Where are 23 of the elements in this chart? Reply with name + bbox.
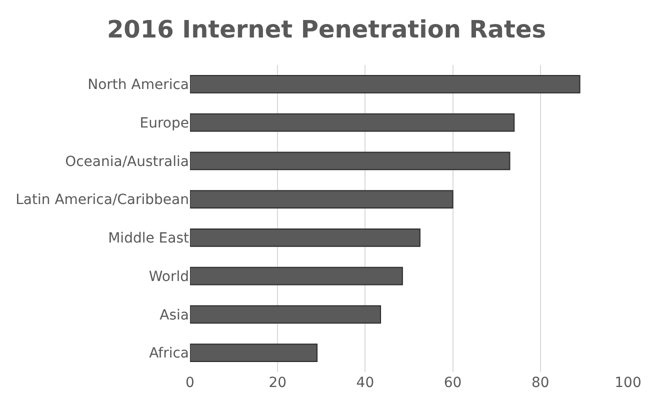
x-tick-label: 40 [356,375,374,391]
x-tick-label: 80 [531,375,550,391]
y-tick-label: Europe [140,115,189,132]
y-tick-label: Middle East [108,230,190,247]
y-tick-label: Latin America/Caribbean [16,192,189,208]
y-tick-label: World [148,268,189,285]
bar [190,190,454,208]
bar [190,305,382,324]
y-tick-label: North America [88,77,189,94]
x-tick-label: 20 [268,375,287,391]
bar [190,228,420,247]
y-tick-label: Oceania/Australia [65,154,189,170]
bar [190,75,580,94]
y-tick-label: Asia [160,307,189,324]
x-tick-label: 100 [614,375,642,391]
y-tick-label: Africa [149,346,189,362]
chart-title: 2016 Internet Penetration Rates [106,15,546,44]
bar [190,266,403,286]
x-tick-label: 0 [186,375,194,391]
bar [190,113,515,132]
bar [190,344,318,362]
x-tick-label: 60 [444,375,462,391]
bar [190,152,510,170]
